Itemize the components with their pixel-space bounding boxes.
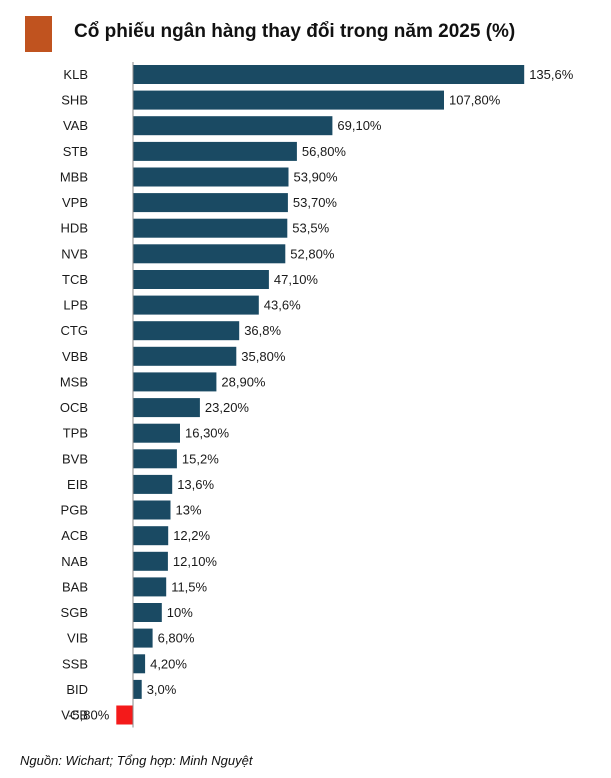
bar-tpb <box>133 423 180 443</box>
source-note: Nguồn: Wichart; Tổng hợp: Minh Nguyệt <box>20 753 253 768</box>
category-label: VPB <box>62 195 88 210</box>
bar-ocb <box>133 398 200 418</box>
category-label: CTG <box>61 323 88 338</box>
data-label: 10% <box>167 605 193 620</box>
data-label: 69,10% <box>337 118 382 133</box>
category-label: BVB <box>62 451 88 466</box>
data-label: 4,20% <box>150 656 187 671</box>
category-label: PGB <box>61 503 88 518</box>
data-label: -5,80% <box>68 708 110 723</box>
data-label: 53,90% <box>294 170 339 185</box>
data-label: 13,6% <box>177 477 214 492</box>
bar-hdb <box>133 218 288 238</box>
category-label: BID <box>66 682 88 697</box>
title-marker <box>25 16 52 52</box>
bar-msb <box>133 372 217 392</box>
bar-acb <box>133 526 169 546</box>
category-label: SSB <box>62 656 88 671</box>
bar-vpb <box>133 193 288 213</box>
category-label: BAB <box>62 579 88 594</box>
data-label: 12,2% <box>173 528 210 543</box>
category-label: TCB <box>62 272 88 287</box>
data-label: 16,30% <box>185 426 230 441</box>
data-label: 36,8% <box>244 323 281 338</box>
category-label: OCB <box>60 400 88 415</box>
category-label: VCB <box>61 708 88 723</box>
category-label: LPB <box>63 298 88 313</box>
category-label: VAB <box>63 118 88 133</box>
category-label: EIB <box>67 477 88 492</box>
bar-nab <box>133 551 168 571</box>
data-label: 3,0% <box>147 682 177 697</box>
data-label: 52,80% <box>290 246 335 261</box>
category-label: NAB <box>61 554 88 569</box>
bar-lpb <box>133 295 259 315</box>
data-label: 23,20% <box>205 400 250 415</box>
data-label: 135,6% <box>529 67 574 82</box>
data-label: 28,90% <box>221 374 266 389</box>
data-label: 43,6% <box>264 298 301 313</box>
bar-pgb <box>133 500 171 520</box>
category-label: STB <box>63 144 88 159</box>
category-label: ACB <box>61 528 88 543</box>
data-label: 107,80% <box>449 93 501 108</box>
bar-shb <box>133 90 444 110</box>
bar-eib <box>133 474 173 494</box>
bar-klb <box>133 65 525 84</box>
data-label: 53,70% <box>293 195 338 210</box>
data-label: 35,80% <box>241 349 286 364</box>
category-label: MSB <box>60 374 88 389</box>
bar-stb <box>133 141 297 161</box>
category-label: NVB <box>61 246 88 261</box>
bar-bab <box>133 577 167 597</box>
data-label: 53,5% <box>292 221 329 236</box>
bar-vbb <box>133 346 237 366</box>
data-label: 6,80% <box>158 631 195 646</box>
bar-vib <box>133 628 153 648</box>
data-label: 15,2% <box>182 451 219 466</box>
category-label: KLB <box>63 67 88 82</box>
category-label: SHB <box>61 93 88 108</box>
bar-bid <box>133 679 142 699</box>
category-label: VBB <box>62 349 88 364</box>
data-label: 47,10% <box>274 272 319 287</box>
bar-vab <box>133 116 333 136</box>
data-label: 13% <box>176 503 202 518</box>
bar-nvb <box>133 244 286 264</box>
bar-sgb <box>133 603 162 622</box>
bar-ctg <box>133 321 240 341</box>
bar-ssb <box>133 654 146 674</box>
chart-title: Cổ phiếu ngân hàng thay đổi trong năm 20… <box>74 21 516 42</box>
bar-mbb <box>133 167 289 187</box>
category-label: HDB <box>61 221 88 236</box>
category-label: MBB <box>60 170 88 185</box>
category-label: VIB <box>67 631 88 646</box>
data-label: 12,10% <box>173 554 218 569</box>
category-label: TPB <box>63 426 88 441</box>
data-label: 11,5% <box>171 579 207 594</box>
bar-tcb <box>133 270 269 289</box>
data-label: 56,80% <box>302 144 347 159</box>
category-label: SGB <box>61 605 88 620</box>
bars-layer: KLB 135,6% SHB 107,80% VAB 69,10% STB 56,80% MBB… <box>60 65 574 725</box>
bar-bvb <box>133 449 177 469</box>
bar-vcb <box>116 705 133 725</box>
